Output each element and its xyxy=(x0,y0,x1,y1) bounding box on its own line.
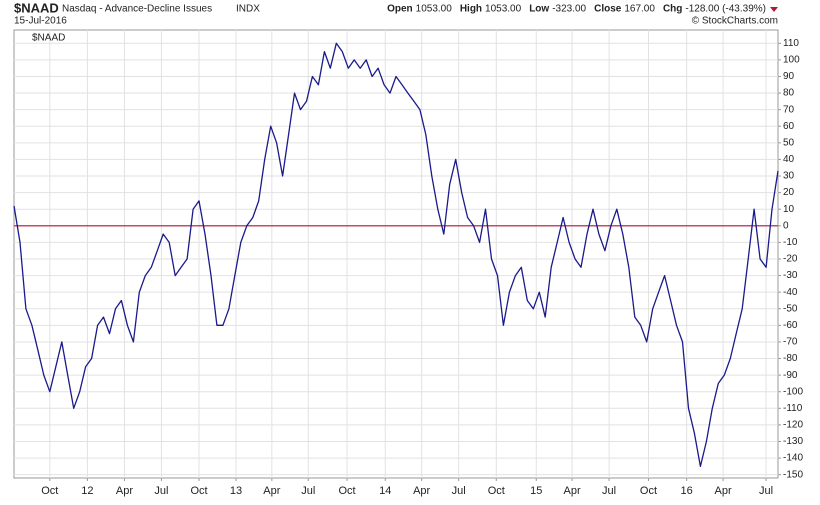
y-tick-label: 110 xyxy=(783,38,799,49)
stat-label: Chg xyxy=(663,4,682,15)
stat-label: Open xyxy=(387,4,413,15)
y-tick-label: -80 xyxy=(783,353,798,364)
x-tick-label: 14 xyxy=(379,485,391,497)
y-tick-label: -130 xyxy=(783,436,803,447)
x-tick-label: Apr xyxy=(715,485,732,497)
y-tick-label: -10 xyxy=(783,237,798,248)
x-tick-label: Jul xyxy=(301,485,315,497)
stat-value: 167.00 xyxy=(624,4,655,15)
y-tick-label: 90 xyxy=(783,71,795,82)
y-tick-label: -140 xyxy=(783,453,803,464)
y-tick-label: -90 xyxy=(783,370,798,381)
x-tick-label: Oct xyxy=(41,485,58,497)
stat-label: Low xyxy=(529,4,549,15)
x-tick-label: 12 xyxy=(81,485,93,497)
x-tick-label: 13 xyxy=(230,485,242,497)
date: 15-Jul-2016 xyxy=(14,16,67,27)
y-tick-label: -30 xyxy=(783,270,798,281)
stat-label: Close xyxy=(594,4,622,15)
x-tick-label: Jul xyxy=(759,485,773,497)
legend-label: $NAAD xyxy=(32,33,65,44)
y-tick-label: 100 xyxy=(783,55,800,66)
stat-value: 1053.00 xyxy=(485,4,522,15)
stat-label: High xyxy=(460,4,482,15)
stat-value: -323.00 xyxy=(552,4,586,15)
exchange: INDX xyxy=(236,4,260,15)
x-tick-label: Jul xyxy=(154,485,168,497)
x-tick-label: Oct xyxy=(190,485,207,497)
y-tick-label: 60 xyxy=(783,121,795,132)
x-tick-label: 16 xyxy=(681,485,693,497)
change-arrow xyxy=(770,7,778,12)
y-tick-label: 70 xyxy=(783,104,795,115)
x-tick-label: Jul xyxy=(452,485,466,497)
y-tick-label: 0 xyxy=(783,220,789,231)
y-tick-label: -120 xyxy=(783,420,803,431)
y-tick-label: 50 xyxy=(783,137,795,148)
stat-value: 1053.00 xyxy=(416,4,453,15)
y-tick-label: -60 xyxy=(783,320,798,331)
x-tick-label: Apr xyxy=(116,485,133,497)
y-tick-label: 40 xyxy=(783,154,795,165)
x-tick-label: Jul xyxy=(602,485,616,497)
y-tick-label: 80 xyxy=(783,88,795,99)
y-tick-label: -150 xyxy=(783,469,803,480)
x-tick-label: Oct xyxy=(640,485,657,497)
x-tick-label: Apr xyxy=(413,485,430,497)
x-tick-label: Oct xyxy=(488,485,505,497)
y-tick-label: 30 xyxy=(783,171,795,182)
y-tick-label: -20 xyxy=(783,254,798,265)
stat-value: -128.00 (-43.39%) xyxy=(685,4,766,15)
x-tick-label: Apr xyxy=(263,485,280,497)
y-tick-label: -70 xyxy=(783,337,798,348)
x-tick-label: 15 xyxy=(530,485,542,497)
y-tick-label: -100 xyxy=(783,386,803,397)
series-line xyxy=(13,42,779,468)
y-tick-label: 20 xyxy=(783,187,795,198)
y-tick-label: -110 xyxy=(783,403,803,414)
x-tick-label: Apr xyxy=(564,485,581,497)
chart-title: Nasdaq - Advance-Decline Issues xyxy=(62,4,212,15)
symbol: $NAAD xyxy=(14,0,59,15)
y-tick-label: -40 xyxy=(783,287,798,298)
copyright: © StockCharts.com xyxy=(692,16,778,27)
y-tick-label: -50 xyxy=(783,303,798,314)
y-tick-label: 10 xyxy=(783,204,795,215)
x-tick-label: Oct xyxy=(338,485,355,497)
plot-frame xyxy=(13,29,779,479)
